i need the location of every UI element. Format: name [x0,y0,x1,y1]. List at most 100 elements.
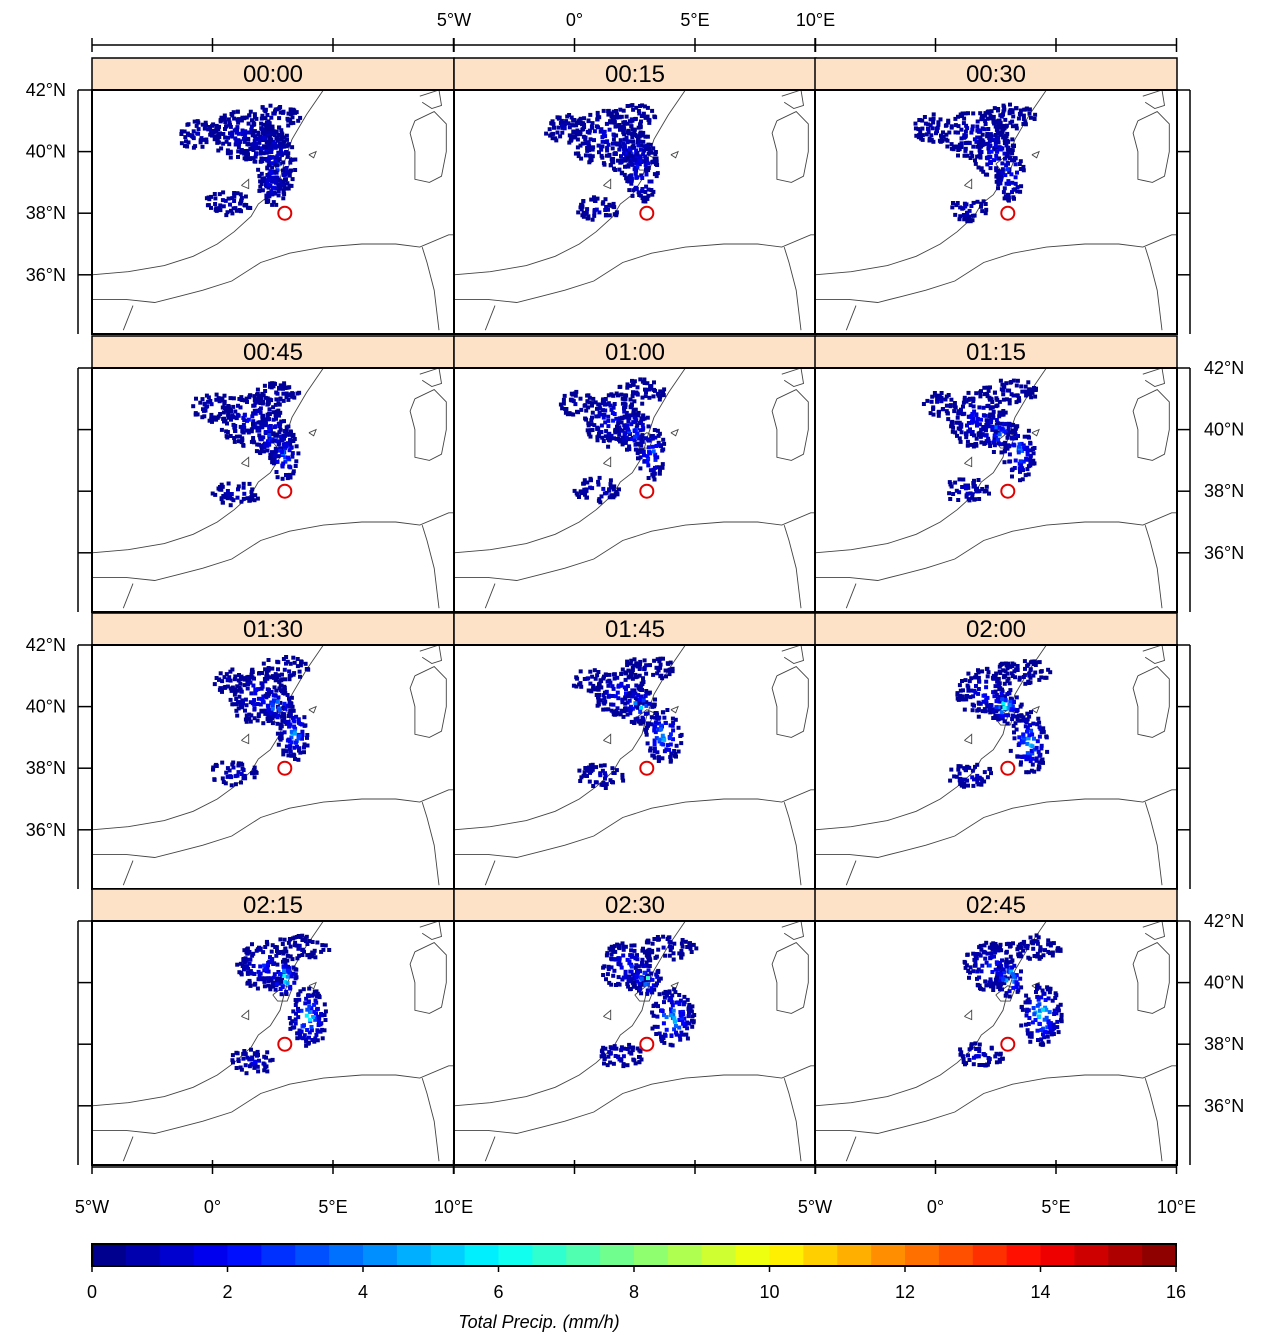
rain-cell [985,385,990,390]
rain-cell [222,675,227,680]
rain-cell [989,149,994,154]
rain-cell [261,694,266,699]
rain-cell [1008,108,1013,113]
rain-cell [652,471,657,476]
rain-cell [662,387,667,392]
rain-cell [206,127,211,132]
rain-cell [996,699,1001,704]
rain-cell [320,1036,325,1041]
coastline [241,1009,250,1021]
rain-cell [260,699,265,704]
rain-cell [606,707,611,712]
rain-cell [633,407,638,412]
rain-cell [212,682,217,687]
rain-cell [313,955,318,960]
rain-cell [928,123,933,128]
rain-cell [295,956,300,961]
rain-cell [1004,143,1009,148]
rain-cell [608,1060,613,1065]
rain-cell [241,485,246,490]
rain-cell [235,700,240,705]
rain-cell [980,709,985,714]
coastline [783,524,802,609]
rain-cell [261,136,266,140]
rain-cell [958,694,963,699]
rain-cell [645,115,650,120]
rain-cell [1013,714,1018,719]
rain-cell [556,125,561,130]
rain-cell [297,733,302,738]
rain-cell [931,412,936,417]
rain-cell [292,1025,297,1030]
rain-cell [1001,392,1006,397]
rain-cell [988,977,993,982]
rain-cell [287,393,292,398]
rain-cell [235,684,240,689]
rain-cell [228,122,232,127]
coastline [484,1136,496,1162]
rain-cell [607,946,612,951]
rain-cell [262,979,267,984]
rain-cell [264,148,269,153]
rain-cell [1000,716,1005,721]
rain-cell [268,452,273,457]
rain-cell [683,939,688,944]
rain-cell [680,1018,685,1023]
rain-cell [1017,677,1022,682]
rain-cell [646,968,651,973]
rain-cell [612,166,616,171]
rain-cell [663,953,668,958]
rain-cell [611,1061,616,1066]
rain-cell [252,706,257,711]
rain-cell [596,695,600,700]
rain-cell [267,427,272,432]
rain-cell [214,397,219,402]
rain-cell [1002,706,1007,711]
rain-cell [994,699,999,704]
panel-time-label: 00:15 [605,61,665,88]
rain-cell [646,424,651,429]
rain-cell [271,200,276,205]
rain-cell [630,103,635,108]
rain-cell [597,430,602,435]
rain-cell [623,701,628,706]
rain-cell [580,127,585,132]
rain-cell [225,151,230,156]
rain-cell [1007,401,1012,406]
rain-cell [993,684,998,689]
rain-cell [252,134,257,139]
rain-cell [266,976,271,981]
rain-cell [210,419,214,424]
rain-cell [985,172,990,177]
rain-cell [1015,754,1020,759]
rain-cell [249,691,254,696]
rain-cell [973,158,977,163]
rain-cell [988,385,992,390]
rain-cell [245,150,250,155]
rain-cell [265,417,270,422]
rain-cell [647,701,652,706]
rain-cell [214,676,219,680]
rain-cell [203,120,208,125]
rain-cell [969,676,974,681]
rain-cell [645,147,650,151]
rain-cell [209,402,214,407]
rain-cell [642,459,647,464]
rain-cell [633,675,638,680]
rain-cell [1026,679,1031,684]
rain-cell [293,1017,298,1022]
rain-cell [1000,161,1005,166]
coastline [454,90,686,276]
rain-cell [186,122,191,127]
rain-cell [644,725,649,730]
rain-cell [929,133,934,138]
rain-cell [239,703,243,708]
rain-cell [287,173,292,178]
rain-cell [275,475,280,480]
rain-cell [232,426,237,431]
rain-cell [976,675,981,680]
rain-cell [257,140,262,145]
rain-cell [641,979,646,984]
rain-cell [288,157,293,162]
rain-cell [573,135,578,140]
